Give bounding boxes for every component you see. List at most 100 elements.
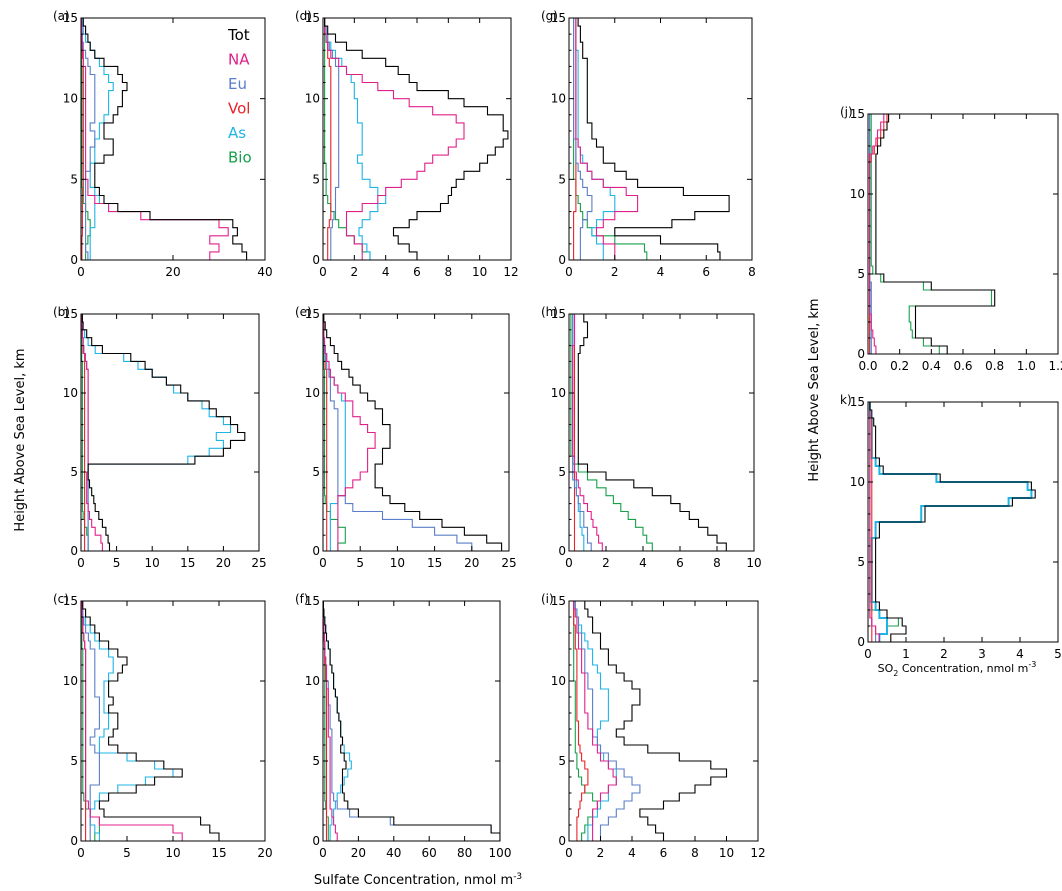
- x-tick-label: 0: [864, 647, 872, 661]
- y-tick-label: 15: [63, 307, 78, 321]
- x-tick-label: 12: [503, 265, 518, 279]
- series-tot-line: [577, 314, 727, 551]
- series-tot-line: [323, 314, 503, 551]
- panel-c: 0 5 10 15 0 5 10 15 20 (c): [53, 592, 273, 860]
- x-tick-label: 5: [113, 556, 121, 570]
- series-as-line: [324, 18, 387, 260]
- series-group: [81, 314, 246, 551]
- x-tick-label: 1: [902, 647, 910, 661]
- series-group: [869, 114, 996, 354]
- x-tick-label: 0.6: [953, 359, 972, 373]
- x-tick-label: 0.2: [890, 359, 909, 373]
- x-tick-label: 2: [351, 265, 359, 279]
- x-tick-label: 4: [1016, 647, 1024, 661]
- x-tick-label: 0.0: [858, 359, 877, 373]
- series-group: [573, 601, 728, 841]
- panel-d: 0 5 10 15 0 2 4 6 8 10 12 (d): [295, 9, 519, 279]
- series-eu-line: [573, 18, 593, 260]
- y-tick-label: 10: [305, 386, 320, 400]
- plot-frame: [568, 313, 755, 552]
- x-tick-label: 4: [639, 556, 647, 570]
- y-tick-label: 15: [63, 594, 78, 608]
- x-tick-label: 0: [77, 846, 85, 860]
- legend-entry-vol: Vol: [228, 100, 250, 118]
- x-tick-label: 5: [356, 556, 364, 570]
- panel-label: (e): [295, 305, 312, 319]
- x-tick-label: 100: [489, 846, 512, 860]
- x-tick-label: 25: [501, 556, 516, 570]
- series-as-line: [81, 601, 174, 841]
- y-tick-label: 10: [305, 674, 320, 688]
- panel-j: 0 5 10 15 0.0 0.2 0.4 0.6 0.8 1.0 1.2 (j): [840, 105, 1062, 373]
- y-tick-label: 0: [558, 253, 566, 267]
- x-axis-label-bottom-sup: -3: [513, 872, 522, 882]
- y-tick-label: 15: [305, 307, 320, 321]
- y-tick-label: 5: [857, 267, 865, 281]
- x-axis-label-part: Concentration, nmol m: [898, 662, 1028, 675]
- series-na-line: [81, 601, 183, 841]
- y-tick-label: 10: [850, 475, 865, 489]
- y-tick-label: 0: [70, 253, 78, 267]
- y-tick-label: 15: [305, 594, 320, 608]
- y-tick-label: 0: [558, 544, 566, 558]
- x-tick-label: 60: [422, 846, 437, 860]
- panel-f: 0 5 10 15 0 20 40 60 80 100 (f): [295, 592, 511, 860]
- y-tick-label: 5: [857, 555, 865, 569]
- series-tot-line: [324, 18, 509, 260]
- x-tick-label: 8: [748, 265, 756, 279]
- x-tick-label: 6: [702, 265, 710, 279]
- y-tick-label: 10: [63, 674, 78, 688]
- y-tick-label: 5: [312, 465, 320, 479]
- legend-entry-tot: Tot: [227, 26, 250, 44]
- x-tick-label: 4: [382, 265, 390, 279]
- legend-entry-na: NA: [228, 51, 250, 69]
- y-tick-label: 10: [63, 386, 78, 400]
- plot-frame: [322, 600, 501, 842]
- y-tick-label: 5: [558, 172, 566, 186]
- x-tick-label: 8: [713, 556, 721, 570]
- series-as-line: [81, 314, 232, 551]
- x-tick-label: 0: [319, 265, 327, 279]
- panel-e: 0 5 10 15 0 5 10 15 20 25 (e): [295, 305, 517, 570]
- x-tick-label: 0: [565, 846, 573, 860]
- series-eu-line: [574, 601, 641, 841]
- x-tick-label: 20: [257, 846, 272, 860]
- series-tot-line: [875, 114, 996, 354]
- panel-label: (g): [541, 9, 558, 23]
- series-group: [81, 18, 248, 260]
- x-tick-label: 15: [427, 556, 442, 570]
- series-tot-line: [81, 314, 246, 551]
- panel-label: (a): [53, 9, 70, 23]
- series-bio-line: [870, 114, 993, 354]
- x-tick-label: 2: [602, 556, 610, 570]
- panel-g: 0 5 10 15 0 2 4 6 8 (g): [541, 9, 756, 279]
- series-eu-line: [323, 601, 500, 841]
- x-tick-label: 20: [464, 556, 479, 570]
- series-na-line: [323, 314, 376, 551]
- y-tick-label: 0: [312, 253, 320, 267]
- x-tick-label: 20: [216, 556, 231, 570]
- x-tick-label: 0: [77, 265, 85, 279]
- x-tick-label: 8: [691, 846, 699, 860]
- series-na-line: [81, 18, 229, 260]
- series-tot-line: [323, 601, 500, 841]
- y-tick-label: 10: [305, 92, 320, 106]
- y-tick-label: 5: [70, 465, 78, 479]
- series-vol-line: [573, 601, 589, 841]
- x-tick-label: 40: [386, 846, 401, 860]
- series-as-line: [574, 601, 617, 841]
- x-tick-label: 10: [145, 556, 160, 570]
- y-tick-label: 5: [558, 754, 566, 768]
- panel-label: (f): [295, 592, 309, 606]
- series-group: [570, 314, 727, 551]
- x-tick-label: 0: [319, 556, 327, 570]
- x-tick-label: 0: [565, 265, 573, 279]
- panel-label: (c): [53, 592, 69, 606]
- panel-label: (j): [840, 105, 853, 119]
- legend-entry-as: As: [228, 124, 246, 142]
- x-tick-label: 1.0: [1017, 359, 1036, 373]
- series-na-line: [81, 314, 103, 551]
- y-tick-label: 5: [312, 172, 320, 186]
